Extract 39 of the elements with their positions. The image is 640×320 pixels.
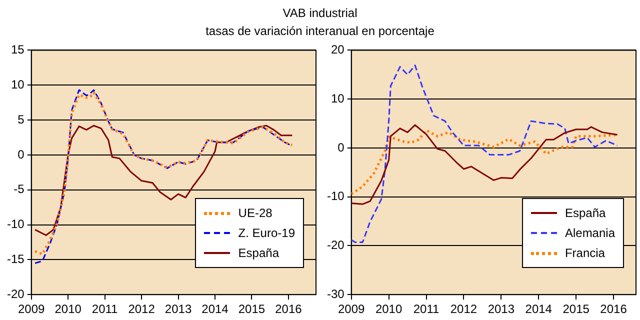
x-tick-label: 2012	[450, 302, 478, 316]
y-tick-label: 20	[330, 42, 345, 57]
legend-label: Z. Euro-19	[238, 226, 295, 240]
x-tick-label: 2015	[238, 302, 266, 316]
x-tick-label: 2009	[18, 302, 46, 316]
x-tick-label: 2016	[600, 302, 628, 316]
y-tick-label: 5	[18, 112, 25, 126]
x-tick-label: 2011	[413, 302, 440, 316]
x-tick-label: 2015	[562, 302, 590, 316]
legend-label: Francia	[564, 246, 605, 260]
y-tick-label: 0	[338, 140, 345, 154]
legend-label: UE-28	[238, 206, 272, 220]
legend-label: España	[238, 246, 279, 260]
y-tick-label: 15	[10, 42, 25, 57]
y-tick-label: 10	[330, 91, 345, 106]
x-tick-label: 2013	[164, 302, 192, 316]
legend-label: España	[564, 206, 606, 220]
y-tick-label: -15	[7, 252, 25, 266]
x-tick-label: 2010	[54, 302, 82, 316]
chart-subtitle: tasas de variación interanual en porcentaje	[204, 23, 436, 40]
x-tick-label: 2010	[375, 302, 402, 316]
x-tick-label: 2016	[275, 302, 302, 316]
y-tick-label: 0	[18, 147, 25, 162]
y-tick-label: -5	[14, 182, 25, 196]
x-tick-label: 2014	[202, 302, 229, 316]
y-tick-label: -30	[327, 286, 345, 301]
y-tick-label: -10	[327, 189, 345, 204]
y-tick-label: -20	[7, 286, 25, 301]
x-tick-label: 2011	[92, 302, 118, 316]
x-tick-label: 2014	[525, 302, 552, 316]
x-tick-label: 2013	[488, 302, 515, 316]
y-tick-label: -10	[7, 217, 25, 232]
chart-title: VAB industrial	[282, 5, 358, 22]
x-tick-label: 2012	[128, 302, 156, 316]
y-tick-label: 10	[10, 77, 25, 92]
x-tick-label: 2009	[338, 302, 366, 316]
legend-label: Alemania	[564, 226, 615, 240]
line-series	[351, 64, 618, 244]
y-tick-label: -20	[327, 238, 345, 252]
